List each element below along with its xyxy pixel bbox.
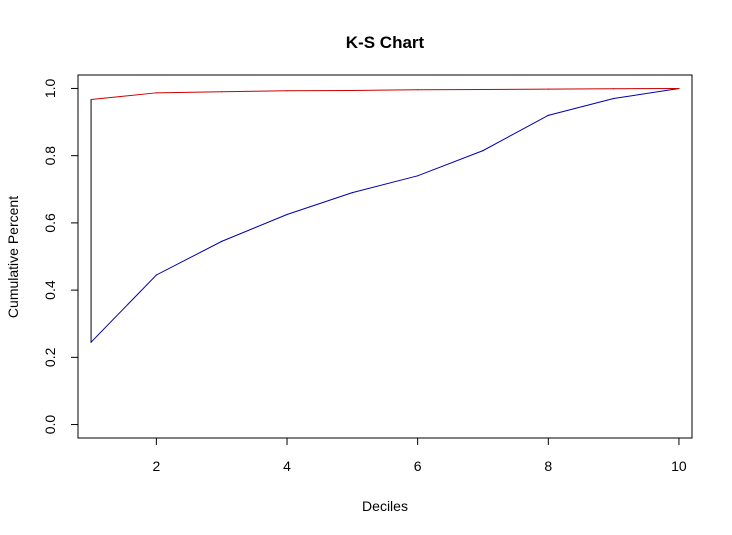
series-2-point [351,89,353,92]
x-tick-label: 2 [152,458,160,474]
plot-frame [77,74,693,439]
y-tick-label: 0.8 [42,146,58,166]
series-layer [90,87,680,343]
series-1-point [155,274,157,276]
series-line-1 [90,87,680,343]
y-tick-label: 1.0 [42,79,58,99]
series-2-point [155,92,157,94]
series-1-point [482,150,484,152]
chart-title: K-S Chart [346,33,425,52]
x-axis: 2 4 6 8 10 [152,437,687,474]
y-tick-label: 0.6 [42,213,58,233]
y-axis: 0.0 0.2 0.4 0.6 0.8 1.0 [42,79,79,435]
x-axis-label: Deciles [362,498,408,514]
series-1-point [90,341,92,343]
series-line-2 [91,87,679,101]
series-1-point [547,114,549,116]
series-2-point [482,88,484,91]
series-1-point [613,97,615,100]
series-2-point [221,91,223,93]
x-tick-label: 10 [671,458,687,474]
x-tick-label: 6 [414,458,422,474]
series-1-point [351,192,353,194]
series-2-point [286,90,288,92]
x-tick-label: 8 [544,458,552,474]
y-tick-label: 0.0 [42,415,58,435]
y-tick-label: 0.4 [42,280,58,300]
series-2-point [90,98,92,101]
series-1-point [417,175,419,177]
y-tick-label: 0.2 [42,347,58,367]
y-axis-label: Cumulative Percent [5,196,21,318]
series-1-point [221,240,223,242]
series-2-point [547,88,549,90]
x-tick-label: 4 [283,458,291,474]
series-2-point [678,87,680,90]
series-2-point [417,89,419,91]
series-2-point [613,88,615,90]
series-1-point [286,213,288,216]
